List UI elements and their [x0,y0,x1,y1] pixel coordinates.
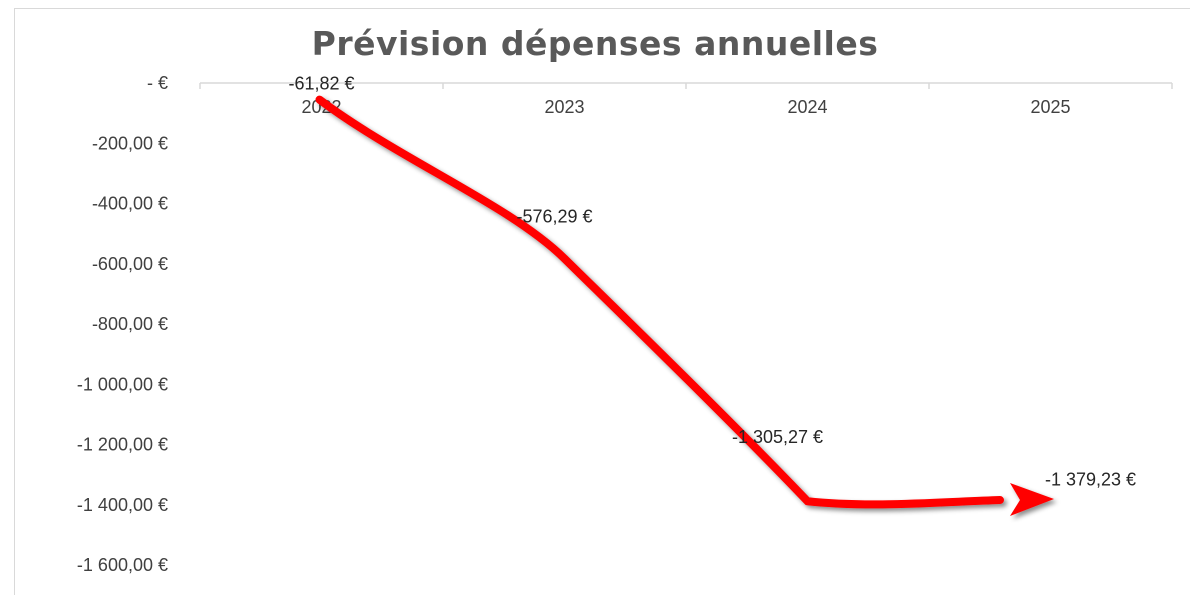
y-tick-label: -800,00 € [92,314,168,334]
series-line-layer [315,95,1054,516]
y-tick-label: -400,00 € [92,194,168,214]
y-tick-label: -200,00 € [92,133,168,153]
y-tick-label: -1 000,00 € [77,374,168,394]
y-tick-label: -1 200,00 € [77,435,168,455]
x-axis [199,82,1173,89]
series-arrowhead [1010,483,1054,516]
y-tick-label: - € [147,73,168,93]
y-axis: - € -200,00 € -400,00 € -600,00 € -800,00 € -… [77,73,168,575]
data-labels: -61,82 € -576,29 € -1 305,27 € -1 379,23 € [288,74,1136,490]
data-label: -576,29 € [516,207,592,227]
chart-frame [14,8,1190,595]
x-tick-label: 2024 [787,97,827,117]
data-label: -1 379,23 € [1045,469,1136,489]
data-label: -1 305,27 € [732,427,823,447]
x-tick-label: 2025 [1030,97,1070,117]
y-tick-label: -1 400,00 € [77,495,168,515]
y-tick-label: -600,00 € [92,254,168,274]
chart-title: Prévision dépenses annuelles [311,24,879,63]
series-line [315,95,1004,509]
data-label: -61,82 € [288,74,354,94]
x-tick-label: 2023 [544,97,584,117]
y-tick-label: -1 600,00 € [77,555,168,575]
x-axis-labels: 2022 2023 2024 2025 [301,97,1070,117]
